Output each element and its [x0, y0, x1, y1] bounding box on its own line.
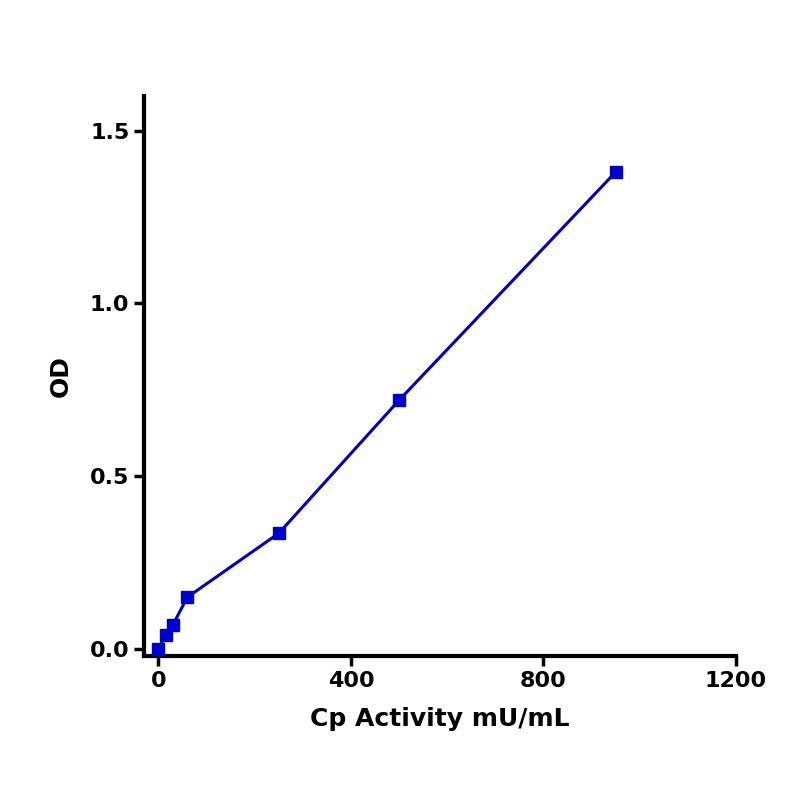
- X-axis label: Cp Activity mU/mL: Cp Activity mU/mL: [310, 707, 570, 731]
- Y-axis label: OD: OD: [49, 355, 73, 397]
